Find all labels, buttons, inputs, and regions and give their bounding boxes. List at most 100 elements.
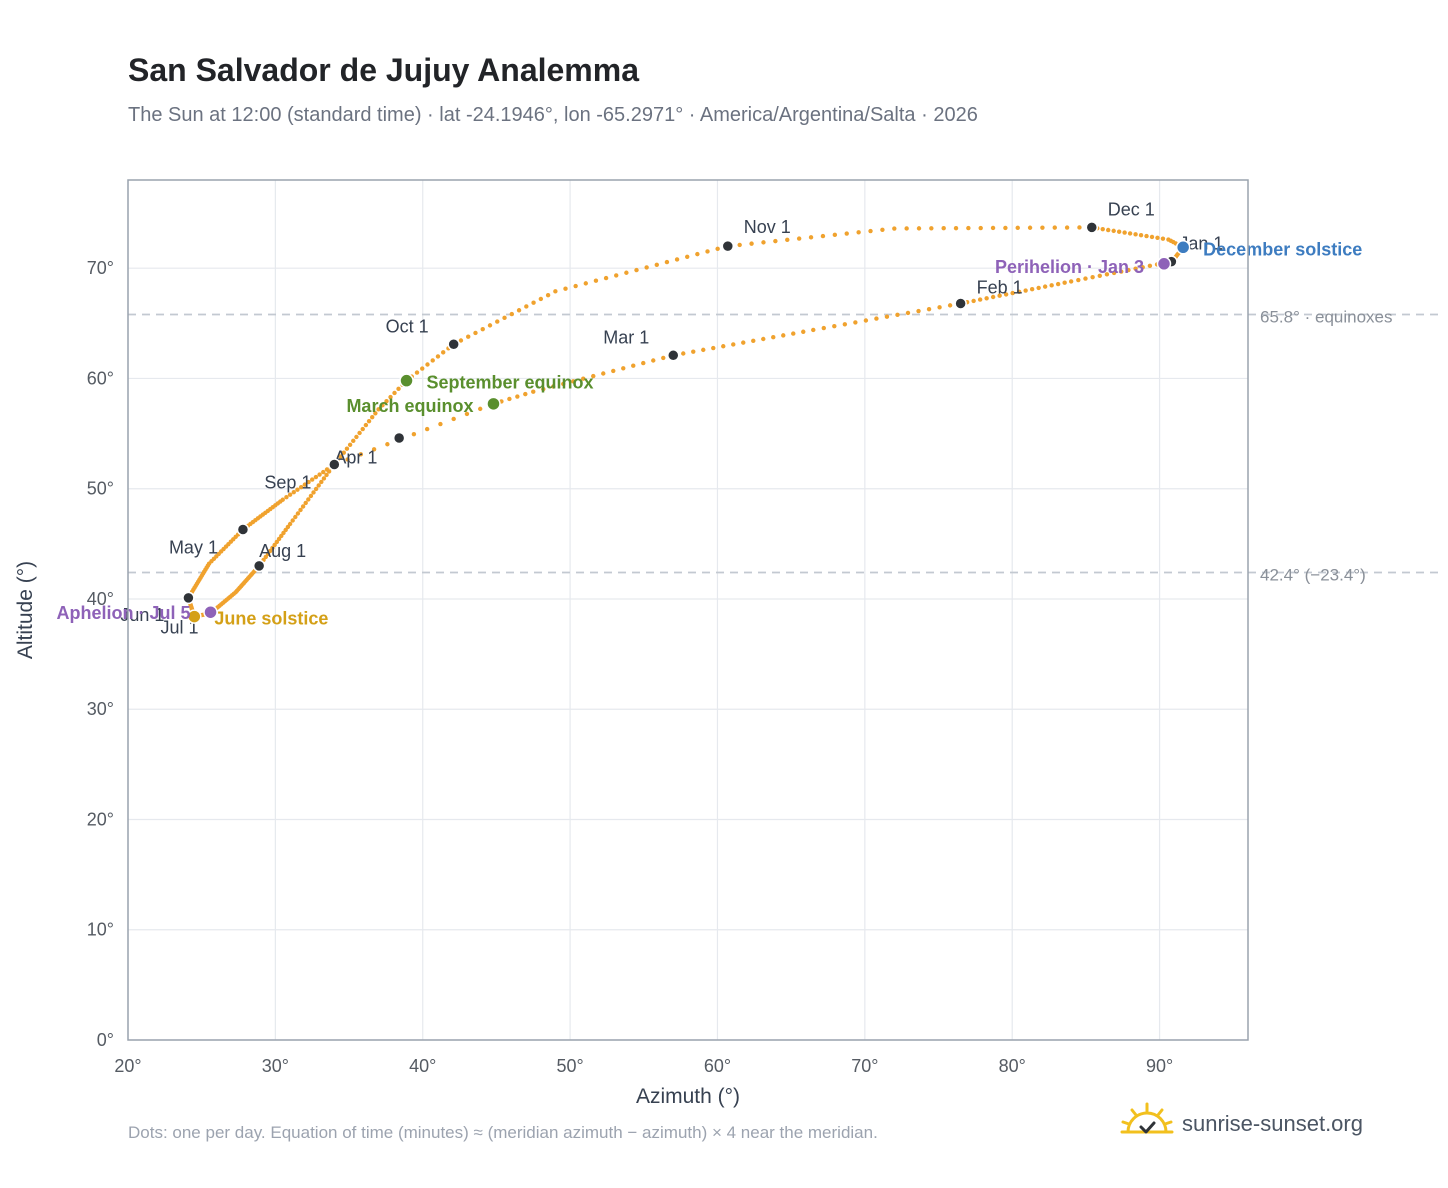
day-dot bbox=[295, 487, 300, 492]
day-dot bbox=[892, 226, 897, 231]
event-marker bbox=[486, 396, 501, 412]
day-dot bbox=[338, 454, 343, 459]
month-label: Mar 1 bbox=[603, 327, 649, 347]
day-dot bbox=[701, 347, 706, 353]
day-dot bbox=[634, 267, 639, 273]
event-marker bbox=[187, 609, 202, 624]
x-tick-label: 20° bbox=[114, 1056, 141, 1076]
day-dot bbox=[306, 497, 311, 502]
axis-ticks: 20° 30° 40° 50° 60° 70° 80° 90° 0° 10° 20° 30° 40° 50… bbox=[87, 258, 1173, 1076]
day-dot bbox=[573, 283, 578, 289]
brand-name: sunrise-sunset.org bbox=[1182, 1111, 1363, 1136]
day-dot bbox=[711, 345, 716, 351]
day-dot bbox=[1068, 279, 1074, 284]
day-dot bbox=[287, 492, 293, 497]
day-dot bbox=[674, 257, 680, 262]
day-dot bbox=[487, 323, 493, 328]
day-dot bbox=[515, 394, 520, 399]
day-dot bbox=[773, 238, 778, 244]
x-tick-label: 30° bbox=[262, 1056, 289, 1076]
day-dot bbox=[363, 422, 369, 428]
month-marker bbox=[721, 239, 735, 253]
y-tick-label: 50° bbox=[87, 479, 114, 499]
day-dot bbox=[1049, 283, 1054, 288]
day-dot bbox=[380, 403, 385, 408]
brand[interactable]: sunrise-sunset.org bbox=[1120, 1102, 1363, 1146]
month-label: May 1 bbox=[169, 538, 218, 558]
day-dot bbox=[654, 262, 659, 267]
day-dot bbox=[791, 331, 796, 336]
day-dot bbox=[354, 434, 359, 440]
y-tick-label: 30° bbox=[87, 699, 114, 719]
day-dot bbox=[953, 225, 959, 231]
event-label: June solstice bbox=[214, 609, 328, 629]
day-dot bbox=[868, 228, 873, 234]
day-dot bbox=[808, 235, 814, 240]
day-dot bbox=[478, 406, 483, 412]
day-dot bbox=[451, 416, 456, 422]
day-dot bbox=[705, 249, 710, 254]
day-dot bbox=[832, 323, 837, 329]
day-dot bbox=[295, 511, 301, 516]
day-dot bbox=[1144, 233, 1149, 239]
day-dot bbox=[832, 232, 838, 238]
x-tick-label: 50° bbox=[556, 1056, 583, 1076]
day-dot bbox=[977, 297, 983, 302]
month-marker bbox=[236, 523, 250, 536]
day-dot bbox=[545, 292, 551, 298]
y-tick-label: 70° bbox=[87, 258, 114, 278]
day-dot bbox=[947, 303, 953, 308]
month-label: Oct 1 bbox=[386, 316, 429, 336]
day-dot bbox=[1052, 225, 1057, 230]
day-dot bbox=[749, 241, 754, 246]
event-marker bbox=[1156, 256, 1172, 272]
day-dot bbox=[1029, 287, 1035, 292]
day-dot bbox=[844, 231, 849, 236]
day-dot bbox=[311, 490, 316, 495]
day-dot bbox=[414, 370, 420, 375]
day-dot bbox=[435, 354, 441, 359]
x-tick-label: 40° bbox=[409, 1056, 436, 1076]
day-dot bbox=[310, 477, 315, 482]
day-dot bbox=[926, 306, 932, 312]
day-dot bbox=[1116, 229, 1122, 234]
day-dot bbox=[466, 334, 471, 339]
month-marker bbox=[667, 349, 680, 362]
month-marker bbox=[1085, 221, 1099, 234]
day-dot bbox=[631, 363, 636, 368]
day-dot bbox=[856, 230, 861, 235]
event-marker bbox=[399, 373, 414, 388]
day-dot bbox=[997, 293, 1002, 298]
day-dot bbox=[1042, 284, 1048, 289]
day-dot bbox=[531, 300, 536, 305]
day-dot bbox=[761, 336, 766, 342]
day-dot bbox=[507, 396, 512, 402]
day-dot bbox=[1077, 225, 1082, 230]
day-dot bbox=[324, 472, 329, 478]
day-dot bbox=[392, 390, 397, 396]
day-dot bbox=[591, 373, 596, 379]
day-dot bbox=[593, 278, 599, 283]
day-dot bbox=[287, 521, 293, 527]
day-dot bbox=[916, 226, 922, 231]
day-dot bbox=[298, 507, 303, 513]
y-tick-label: 60° bbox=[87, 368, 114, 388]
page-subtitle: The Sun at 12:00 (standard time) · lat -… bbox=[128, 104, 978, 126]
day-dot bbox=[904, 226, 909, 231]
day-dot bbox=[1027, 225, 1033, 230]
day-dot bbox=[308, 493, 314, 499]
day-dot bbox=[396, 386, 401, 392]
day-dot bbox=[971, 298, 976, 304]
event-label: Perihelion · Jan 3 bbox=[995, 257, 1144, 277]
day-dot bbox=[761, 240, 766, 245]
day-dot bbox=[581, 376, 586, 381]
day-dot bbox=[306, 479, 311, 485]
page-title: San Salvador de Jujuy Analemma bbox=[128, 52, 639, 88]
day-dot bbox=[347, 442, 353, 447]
day-dot bbox=[538, 296, 544, 302]
day-dot bbox=[785, 237, 790, 243]
day-dot bbox=[583, 281, 588, 286]
x-tick-label: 90° bbox=[1146, 1056, 1173, 1076]
day-dot bbox=[317, 472, 322, 477]
day-dot bbox=[695, 251, 700, 257]
